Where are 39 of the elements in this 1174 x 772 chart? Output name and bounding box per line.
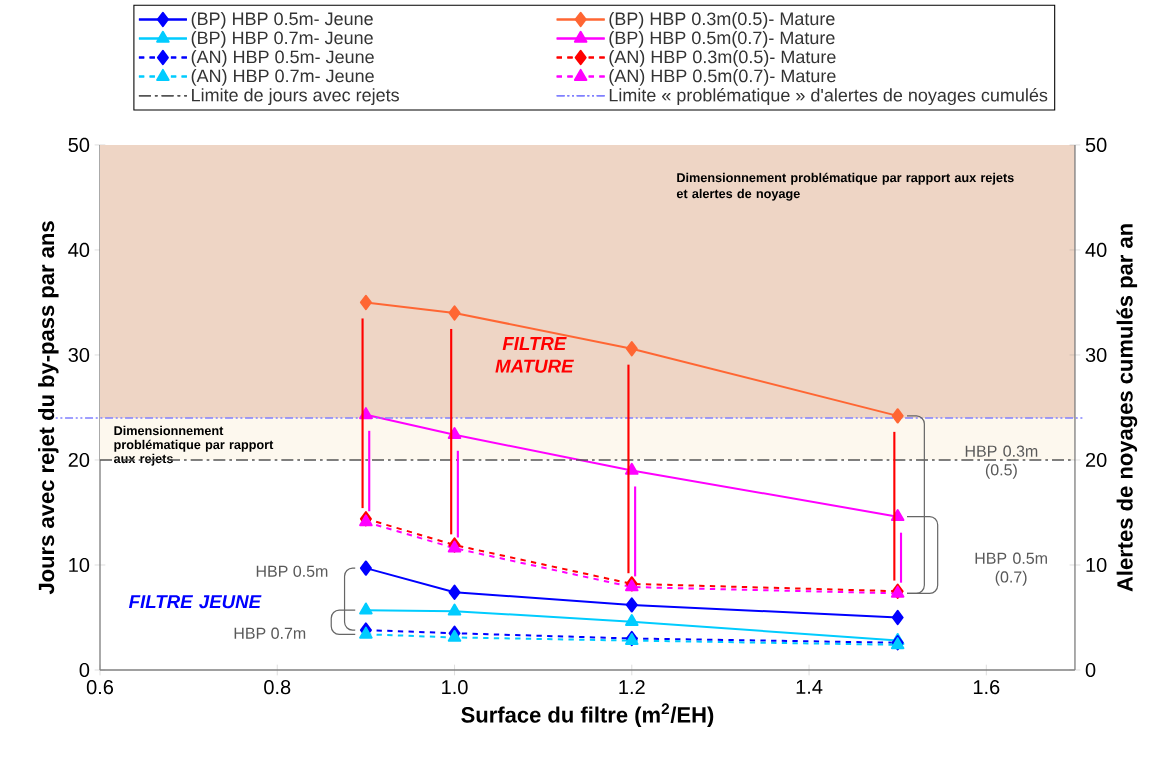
y-tick-label: 10 — [69, 557, 90, 573]
y-tick-label: 50 — [68, 137, 90, 153]
x-axis-title: Surface du filtre (m$^{2}$/EH) — [461, 703, 714, 728]
x-tick-label: 1.0 — [442, 680, 468, 695]
annotation: HBP 0.5m — [256, 565, 328, 577]
legend-label: (BP) HBP 0.5m(0.7)- Mature — [609, 30, 835, 48]
y2-tick-label: 20 — [1086, 452, 1107, 468]
x-tick-label: 1.6 — [973, 680, 1000, 695]
legend-label: Limite « problématique » d'alertes de noyages cumulés — [609, 88, 1048, 106]
x-tick-label: 0.6 — [86, 680, 114, 695]
legend-label: (AN) HBP 0.5m(0.7)- Mature — [609, 69, 836, 86]
annotation: FILTRE MATURE — [495, 337, 574, 373]
legend-label: (BP) HBP 0.7m- Jeune — [191, 30, 373, 48]
y-tick-label: 20 — [68, 452, 90, 468]
y2-axis-title: Alertes de noyages cumulés par an — [1116, 224, 1138, 592]
legend-label: (AN) HBP 0.7m- Jeune — [191, 69, 374, 86]
y2-tick-label: 30 — [1085, 347, 1107, 363]
x-tick-label: 0.8 — [264, 680, 291, 695]
legend-label: Limite de jours avec rejets — [192, 88, 399, 105]
legend-label: (AN) HBP 0.5m- Jeune — [191, 50, 374, 67]
legend-label: (BP) HBP 0.5m- Jeune — [191, 11, 373, 29]
legend-label: (AN) HBP 0.3m(0.5)- Mature — [609, 50, 836, 67]
band-label: Dimensionnement problématique par rapport aux rejets et alertes de noyage — [676, 172, 1014, 201]
y2-tick-label: 10 — [1086, 557, 1107, 573]
legend-label: (BP) HBP 0.3m(0.5)- Mature — [609, 11, 835, 29]
y-tick-label: 0 — [79, 662, 90, 678]
annotation: HBP 0.3m (0.5) — [965, 445, 1038, 479]
y-axis-title: Jours avec rejet du by-pass par ans — [38, 221, 59, 595]
annotation: FILTRE JEUNE — [128, 595, 262, 609]
y-tick-label: 30 — [68, 347, 90, 363]
x-tick-label: 1.4 — [796, 680, 823, 694]
y-tick-label: 40 — [68, 242, 90, 258]
band-label: Dimensionnement problématique par rapport aux rejets — [113, 425, 274, 466]
x-tick-label: 1.2 — [619, 680, 645, 695]
annotation: HBP 0.7m — [234, 627, 306, 639]
y2-tick-label: 40 — [1085, 242, 1107, 258]
annotation: HBP 0.5m (0.7) — [975, 552, 1047, 586]
y2-tick-label: 0 — [1085, 662, 1096, 678]
y2-tick-label: 50 — [1085, 137, 1107, 153]
